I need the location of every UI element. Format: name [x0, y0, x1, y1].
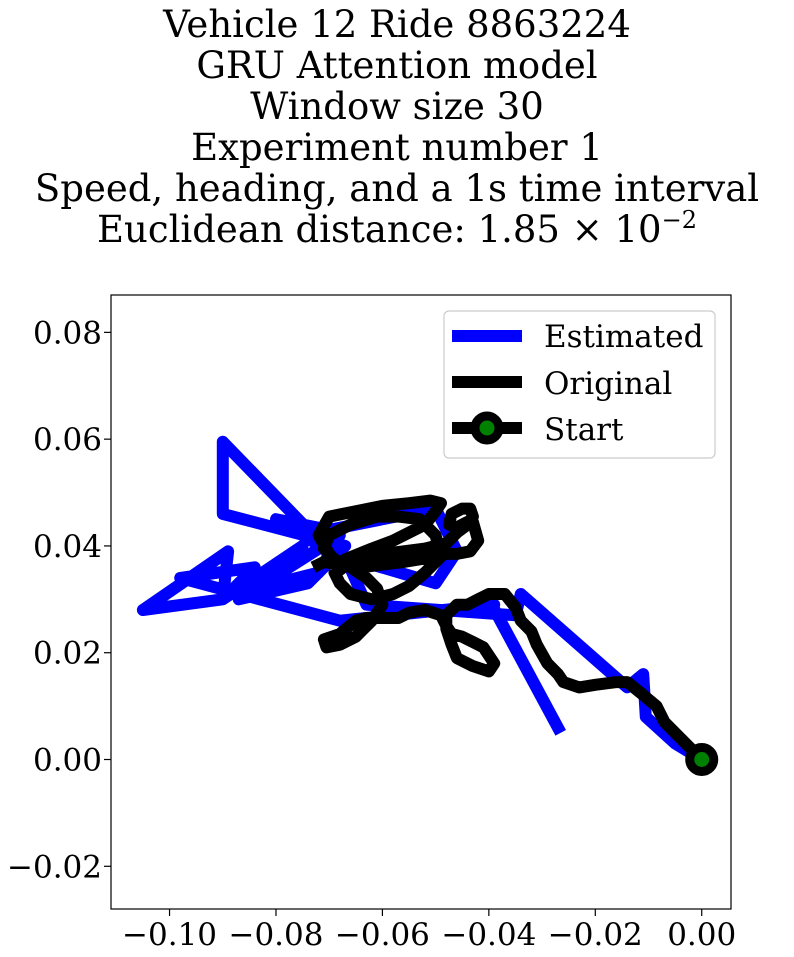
x-tick-label: −0.06: [335, 917, 430, 953]
plot-frame: [110, 294, 732, 910]
y-tick-label: −0.02: [7, 849, 102, 885]
series-line-estimated: [136, 435, 705, 765]
title-line-vehicle: Vehicle 12 Ride 8863224: [163, 3, 631, 46]
x-tick-label: 0.00: [667, 917, 736, 953]
title-line-window: Window size 30: [250, 85, 544, 128]
x-tick-label: −0.10: [122, 917, 217, 953]
legend-estimated-label: Estimated: [544, 319, 703, 355]
y-tick-label: 0.02: [33, 636, 102, 672]
y-axis: −0.02 0.00 0.02 0.04 0.06 0.08: [7, 315, 111, 885]
legend-box: [443, 310, 716, 459]
y-tick-label: 0.04: [33, 529, 102, 565]
legend-start-marker: [470, 411, 504, 445]
start-marker-layer: [685, 743, 719, 777]
y-tick-label: 0.00: [33, 743, 102, 779]
chart-title: Vehicle 12 Ride 8863224 GRU Attention mo…: [0, 0, 794, 250]
legend-start-label: Start: [544, 412, 624, 448]
distance-text: Euclidean distance: 1.85 × 10: [97, 208, 662, 251]
title-line-model: GRU Attention model: [196, 44, 598, 87]
title-line-experiment: Experiment number 1: [191, 126, 603, 169]
distance-exponent: −2: [661, 206, 697, 234]
x-axis: −0.10 −0.08 −0.06 −0.04 −0.02 0.00: [122, 909, 736, 953]
legend: Estimated Original Start: [443, 310, 716, 459]
legend-original-label: Original: [544, 366, 672, 402]
y-tick-label: 0.08: [33, 315, 102, 351]
x-tick-label: −0.08: [228, 917, 323, 953]
series-layer: [136, 435, 706, 765]
title-line-features: Speed, heading, and a 1s time interval: [34, 167, 760, 210]
y-tick-label: 0.06: [33, 422, 102, 458]
x-tick-label: −0.04: [441, 917, 536, 953]
series-line-original: [310, 494, 706, 764]
x-tick-label: −0.02: [548, 917, 643, 953]
title-line-distance: Euclidean distance: 1.85 × 10−2: [0, 206, 794, 251]
start-marker: [685, 743, 719, 777]
